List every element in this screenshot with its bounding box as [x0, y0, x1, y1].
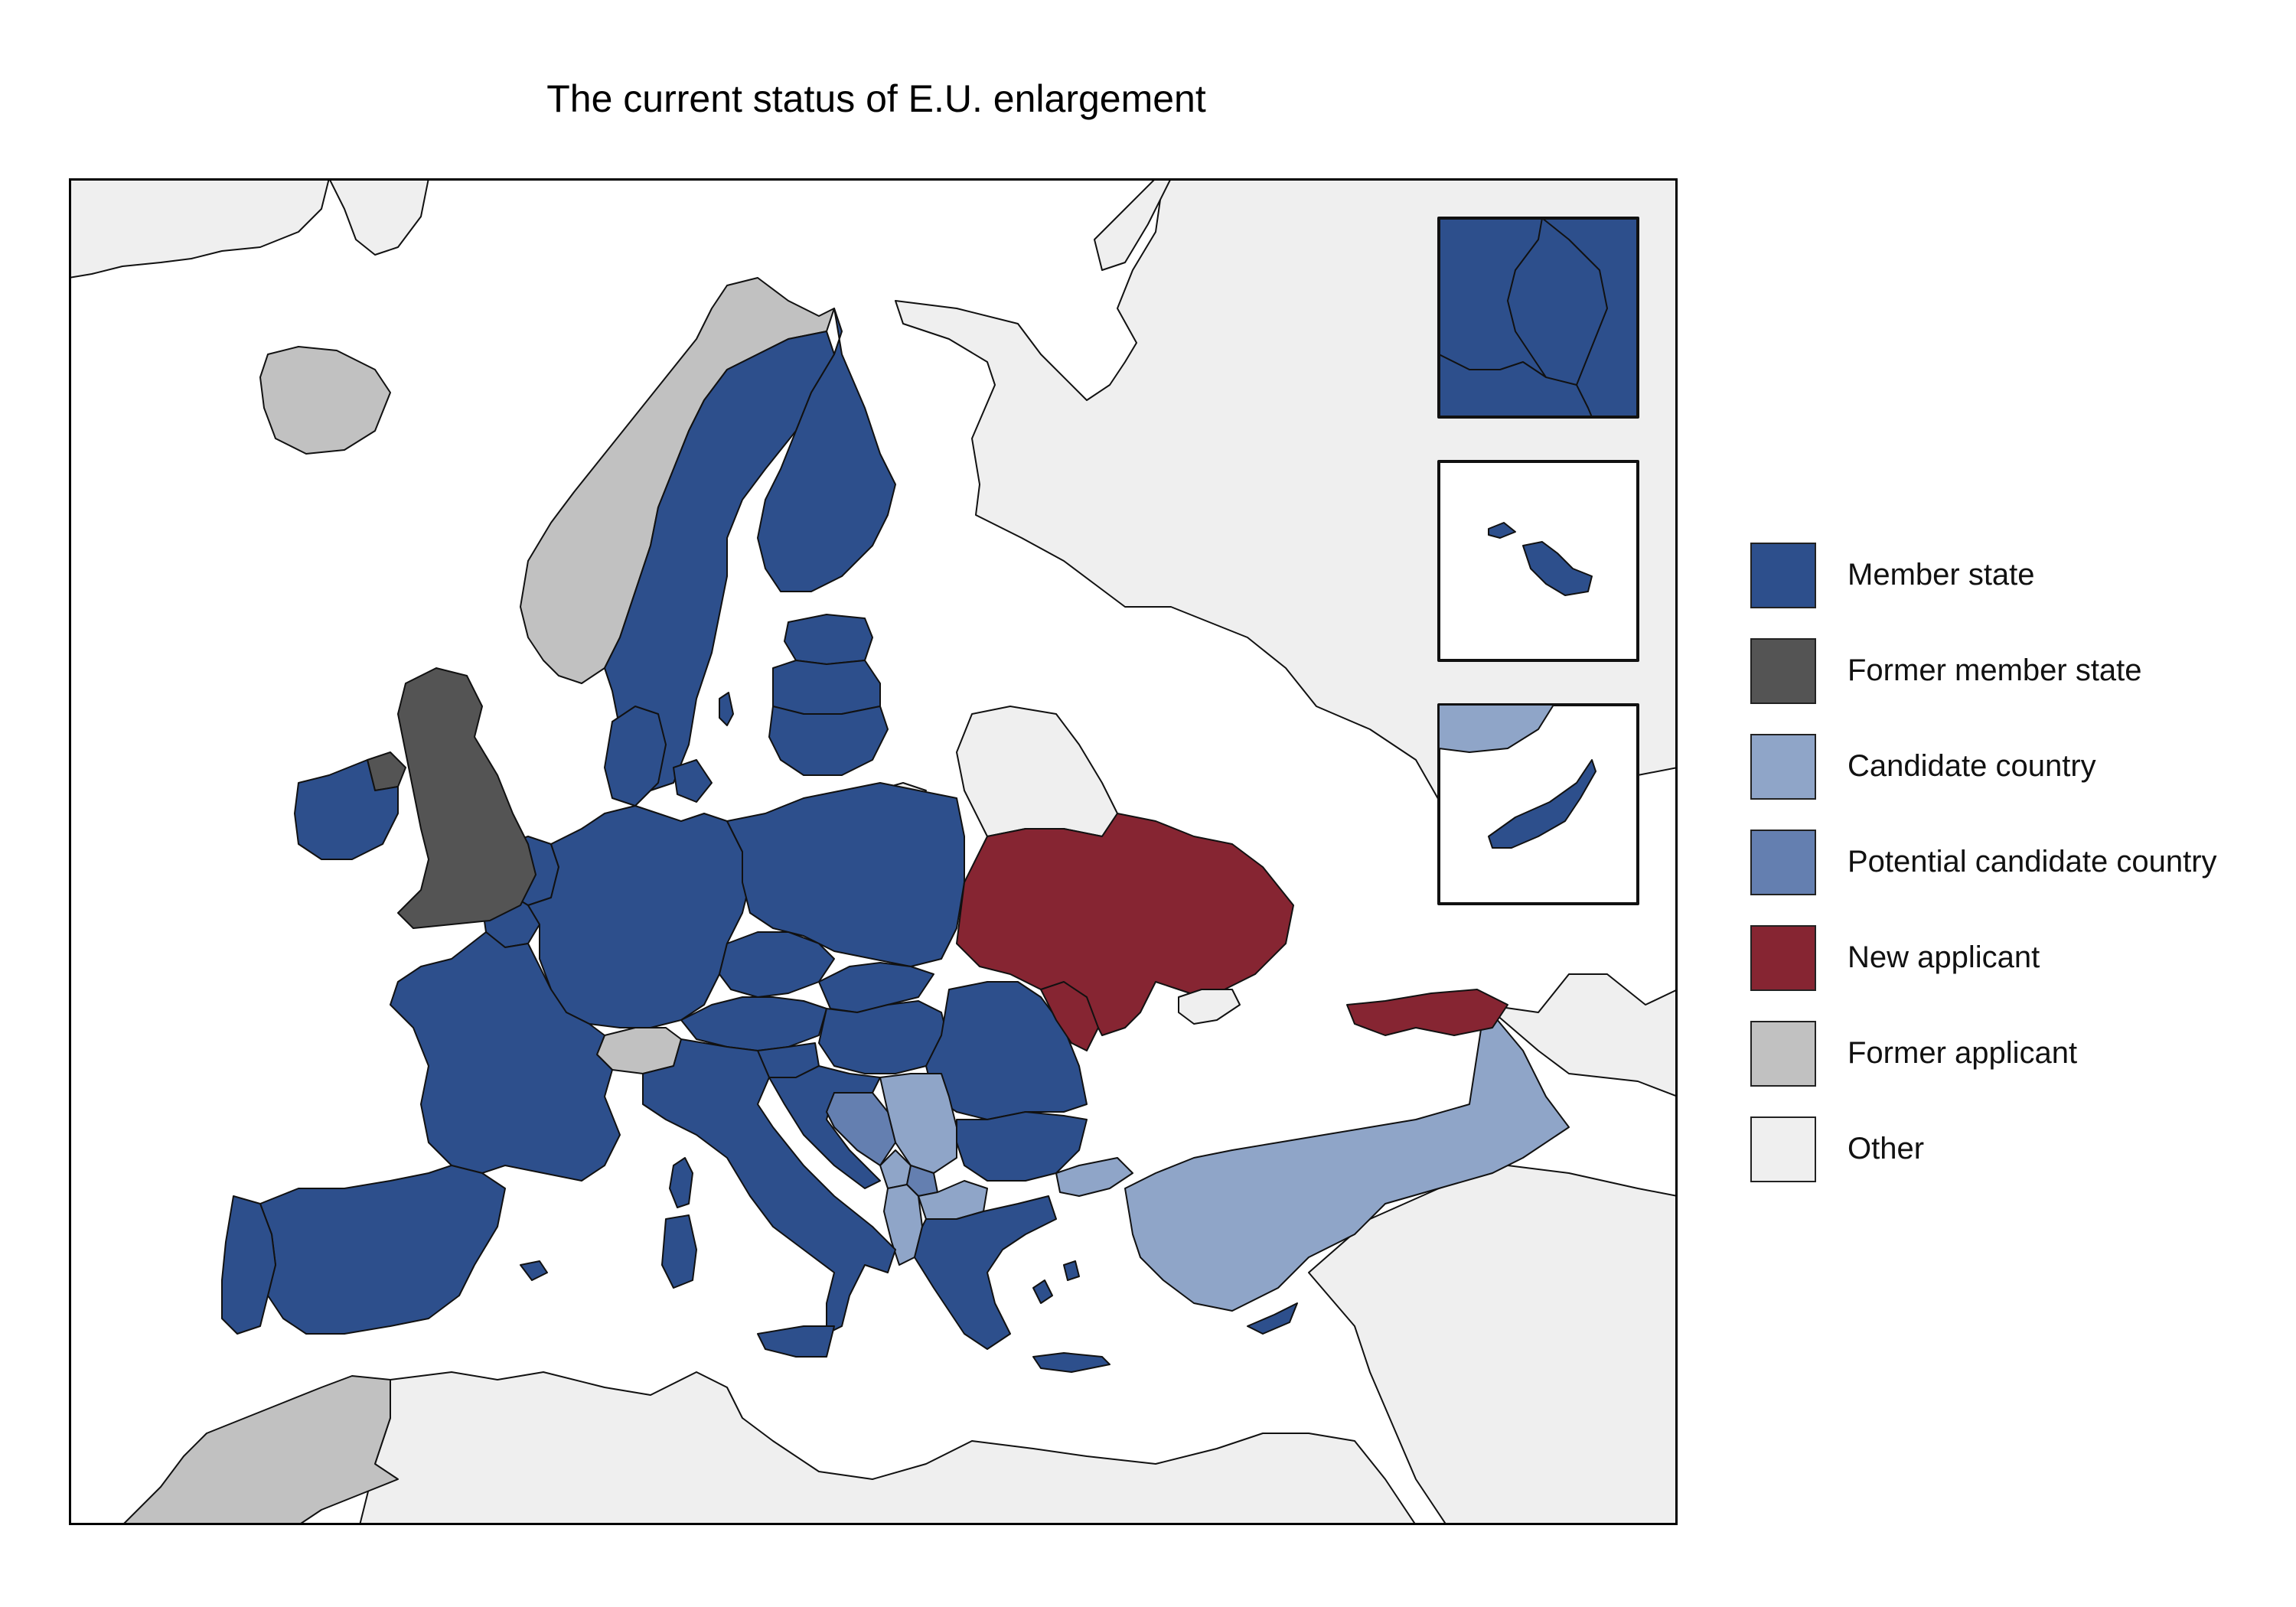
map-title: The current status of E.U. enlargement — [546, 77, 1206, 120]
region-novaya-zemlya — [1094, 178, 1172, 271]
region-gotland — [719, 692, 734, 726]
region-crimea — [1178, 989, 1241, 1025]
legend-label: Member state — [1848, 558, 2035, 592]
inset-luxembourg — [1437, 217, 1639, 419]
region-iceland — [259, 346, 391, 455]
map — [69, 178, 1678, 1525]
region-sardinia — [661, 1214, 697, 1289]
map-border — [69, 178, 1678, 1525]
region-turkey-europe — [1055, 1157, 1133, 1197]
region-ireland — [294, 759, 399, 860]
region-corsica — [669, 1157, 693, 1208]
region-germany — [527, 805, 751, 1028]
legend-item-former-applicant: Former applicant — [1750, 1021, 2286, 1090]
region-italy — [642, 1038, 896, 1335]
region-bulgaria — [956, 1111, 1088, 1182]
region-denmark — [604, 706, 667, 807]
region-greek-island — [1063, 1260, 1080, 1281]
region-france — [390, 931, 621, 1182]
legend-label: Candidate country — [1848, 749, 2096, 783]
legend-item-potential: Potential candidate country — [1750, 830, 2286, 898]
region-morocco — [122, 1375, 399, 1525]
region-georgia — [1346, 989, 1508, 1036]
region-denmark-islands — [673, 759, 713, 803]
region-greek-island — [1032, 1279, 1053, 1304]
legend-item-former-member: Former member state — [1750, 638, 2286, 707]
region-greece — [914, 1195, 1057, 1350]
inset-cyprus — [1437, 703, 1639, 905]
legend-label: Other — [1848, 1132, 1925, 1165]
legend-item-other: Other — [1750, 1116, 2286, 1185]
region-poland — [726, 782, 965, 967]
region-turkey — [1124, 1004, 1570, 1312]
inset-malta — [1437, 460, 1639, 662]
region-north-africa — [359, 1371, 1417, 1525]
legend-item-new-applicant: New applicant — [1750, 925, 2286, 994]
region-greenland — [69, 178, 330, 279]
region-moldova — [1040, 981, 1099, 1051]
region-finland — [757, 308, 896, 592]
legend-swatch — [1750, 638, 1816, 704]
legend-swatch — [1750, 925, 1816, 991]
region-balearic — [520, 1260, 548, 1281]
legend-label: New applicant — [1848, 940, 2040, 974]
legend-label: Former member state — [1848, 654, 2142, 687]
region-united-kingdom — [397, 667, 536, 929]
region-cyprus — [1247, 1302, 1298, 1335]
region-spain — [259, 1165, 506, 1335]
legend-swatch — [1750, 1116, 1816, 1182]
region-portugal — [221, 1195, 276, 1335]
legend-label: Potential candidate country — [1848, 845, 2217, 878]
region-estonia — [784, 614, 873, 665]
region-svalbard — [328, 178, 429, 256]
region-crete — [1032, 1352, 1110, 1373]
legend-item-candidate: Candidate country — [1750, 734, 2286, 803]
legend-label: Former applicant — [1848, 1036, 2078, 1070]
legend-swatch — [1750, 543, 1816, 608]
legend-item-member: Member state — [1750, 543, 2286, 611]
legend-swatch — [1750, 1021, 1816, 1087]
legend-swatch — [1750, 830, 1816, 895]
region-caucasus — [1484, 973, 1678, 1097]
region-lithuania — [768, 706, 889, 776]
region-latvia — [772, 660, 881, 715]
region-croatia — [768, 1065, 881, 1189]
legend-swatch — [1750, 734, 1816, 800]
region-sicily — [757, 1325, 835, 1358]
